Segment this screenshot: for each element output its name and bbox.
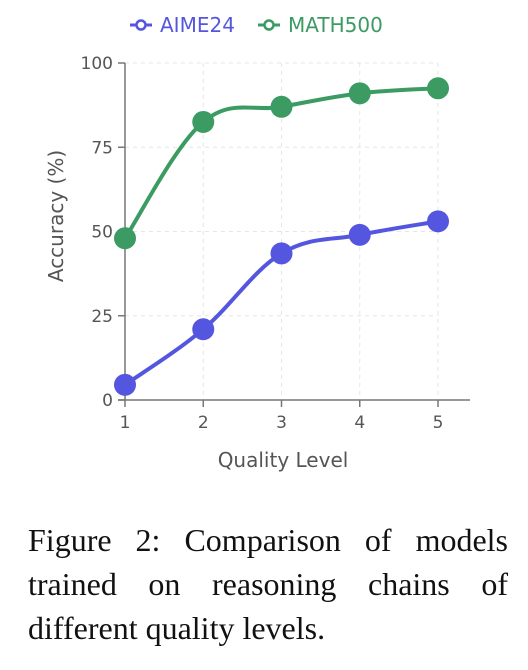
- x-tick-label: 1: [120, 413, 131, 433]
- legend-swatch-marker: [135, 19, 147, 31]
- data-point-math500: [114, 227, 136, 250]
- legend-swatch-marker: [263, 19, 275, 31]
- y-tick-label: 50: [91, 223, 113, 243]
- x-axis-label: Quality Level: [218, 448, 349, 472]
- data-point-aime24: [348, 223, 371, 246]
- x-tick-label: 3: [276, 413, 287, 433]
- series-layer: [114, 77, 449, 396]
- legend-label: AIME24: [160, 13, 235, 37]
- y-tick-label: 75: [91, 138, 113, 158]
- legend: AIME24 MATH500: [130, 13, 383, 37]
- line-chart: 0 25 50 75 100 1 2 3 4 5 AIME24 MATH500 Quality Le…: [44, 13, 470, 472]
- y-tick-label: 100: [81, 54, 113, 74]
- x-tick-label: 4: [354, 413, 365, 433]
- x-tick-label: 2: [198, 413, 209, 433]
- data-point-aime24: [114, 373, 136, 396]
- data-point-aime24: [192, 318, 215, 341]
- data-point-math500: [270, 95, 293, 118]
- x-tick-label: 5: [433, 413, 444, 433]
- y-tick-label: 25: [91, 307, 113, 327]
- data-point-aime24: [427, 210, 449, 233]
- figure-caption: Figure 2: Comparison of models trained o…: [28, 522, 508, 646]
- data-point-math500: [427, 77, 449, 100]
- data-point-math500: [192, 110, 215, 133]
- legend-label: MATH500: [288, 13, 383, 37]
- data-point-aime24: [270, 242, 293, 265]
- y-axis-label: Accuracy (%): [44, 150, 68, 282]
- data-point-math500: [348, 82, 371, 105]
- y-tick-label: 0: [102, 391, 113, 411]
